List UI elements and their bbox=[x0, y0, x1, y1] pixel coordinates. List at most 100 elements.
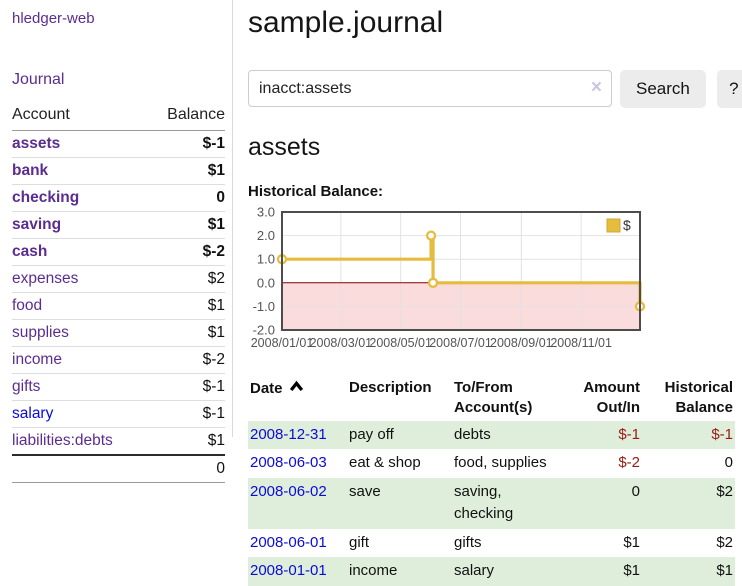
account-row: liabilities:debts $1 bbox=[12, 427, 225, 456]
account-row: gifts $-1 bbox=[12, 373, 225, 401]
account-balance: $-1 bbox=[147, 400, 225, 428]
account-cell: gifts bbox=[12, 373, 148, 401]
transaction-amount: 0 bbox=[631, 483, 640, 500]
chart-canvas: $3.0 2.0 1.0 0.0 -1.0 -2.02008/01/012008/03/0… bbox=[251, 205, 646, 350]
transaction-accounts: food, supplies bbox=[454, 454, 547, 472]
help-button[interactable]: ? bbox=[716, 70, 742, 108]
account-link[interactable]: checking bbox=[12, 189, 80, 206]
brand-link[interactable]: hledger-web bbox=[12, 10, 95, 27]
transaction-description: pay off bbox=[349, 425, 394, 443]
svg-text:2008/11/01: 2008/11/01 bbox=[550, 336, 612, 350]
account-link[interactable]: liabilities:debts bbox=[12, 432, 113, 449]
account-row: bank $1 bbox=[12, 157, 225, 185]
account-link[interactable]: saving bbox=[12, 216, 62, 233]
account-link[interactable]: expenses bbox=[12, 270, 79, 287]
transaction-accounts: salary bbox=[454, 562, 495, 580]
sort-asc-icon bbox=[289, 378, 304, 398]
account-cell: saving bbox=[12, 211, 148, 239]
accounts-header-row: Account Balance bbox=[12, 104, 225, 131]
account-cell: liabilities:debts bbox=[12, 427, 148, 456]
account-row: cash $-2 bbox=[12, 238, 225, 266]
register-table: Date Description To/From Account(s) Amount … bbox=[248, 376, 735, 586]
transaction-description: gift bbox=[349, 533, 370, 551]
svg-text:3.0: 3.0 bbox=[257, 207, 275, 220]
svg-text:2008/07/01: 2008/07/01 bbox=[429, 336, 492, 350]
search-input[interactable] bbox=[248, 70, 612, 107]
historical-balance-chart: $3.0 2.0 1.0 0.0 -1.0 -2.0 2008/01/01 2008/03/0… bbox=[248, 205, 742, 361]
account-link[interactable]: supplies bbox=[12, 324, 69, 341]
account-link[interactable]: cash bbox=[12, 243, 48, 260]
account-row: food $1 bbox=[12, 292, 225, 320]
transaction-balance: 0 bbox=[724, 454, 733, 472]
data-point-marker bbox=[425, 230, 437, 241]
transaction-row: 2008-06-03 eat & shop food, supplies $-2 0 bbox=[248, 449, 735, 478]
svg-text:2008/05/01: 2008/05/01 bbox=[369, 336, 432, 350]
account-row: supplies $1 bbox=[12, 319, 225, 347]
transaction-row: 2008-01-01 income salary $1 $1 bbox=[248, 557, 735, 586]
legend-swatch bbox=[606, 218, 621, 233]
register-header-row: Date Description To/From Account(s) Amount … bbox=[248, 376, 735, 421]
account-heading: assets bbox=[248, 133, 321, 161]
search-form: × Search ? bbox=[248, 70, 742, 108]
transaction-date-link[interactable]: 2008-06-03 bbox=[250, 454, 327, 472]
transaction-balance: $2 bbox=[716, 483, 733, 500]
transaction-description: income bbox=[349, 562, 398, 580]
transaction-description: save bbox=[349, 483, 381, 500]
sidebar: hledger-web Journal Account Balance asse… bbox=[0, 0, 233, 582]
svg-text:2.0: 2.0 bbox=[257, 228, 275, 243]
account-row: income $-2 bbox=[12, 346, 225, 374]
transaction-date-cell: 2008-01-01 bbox=[248, 557, 345, 586]
transaction-date-link[interactable]: 2008-12-31 bbox=[250, 425, 327, 443]
plot-border bbox=[281, 211, 641, 331]
svg-text:-2.0: -2.0 bbox=[253, 323, 275, 338]
transaction-amount: $1 bbox=[623, 533, 640, 551]
svg-text:-1.0: -1.0 bbox=[253, 299, 275, 314]
account-balance: $-1 bbox=[147, 130, 225, 158]
transaction-amount: $1 bbox=[623, 562, 640, 580]
legend-label: $ bbox=[623, 217, 631, 233]
transaction-description: eat & shop bbox=[349, 454, 421, 472]
account-balance: $1 bbox=[147, 157, 225, 185]
account-balance: $1 bbox=[147, 211, 225, 239]
transaction-accounts: gifts bbox=[454, 533, 482, 551]
account-link[interactable]: assets bbox=[12, 135, 61, 152]
clear-search-icon[interactable]: × bbox=[590, 77, 602, 98]
transaction-row: 2008-06-02 save saving, checking 0 $2 bbox=[248, 478, 735, 529]
transaction-date-cell: 2008-06-03 bbox=[248, 449, 345, 478]
register-column-header: To/From Account(s) bbox=[454, 379, 533, 417]
page-title: sample.journal bbox=[248, 6, 444, 39]
transaction-date-link[interactable]: 2008-01-01 bbox=[250, 562, 327, 580]
transaction-date-cell: 2008-06-02 bbox=[248, 478, 345, 529]
account-link[interactable]: income bbox=[12, 351, 62, 368]
register-column-header: Date bbox=[248, 376, 345, 421]
transaction-date-cell: 2008-06-01 bbox=[248, 529, 345, 558]
account-link[interactable]: bank bbox=[12, 162, 49, 179]
register-column-header: Description bbox=[349, 379, 432, 396]
account-cell: checking bbox=[12, 184, 148, 212]
transaction-row: 2008-12-31 pay off debts $-1 $-1 bbox=[248, 420, 735, 450]
register-column-header: Amount Out/In bbox=[583, 379, 640, 417]
search-input-wrap: × bbox=[248, 70, 612, 108]
svg-text:2008/03/01: 2008/03/01 bbox=[310, 336, 373, 350]
transaction-balance: $2 bbox=[716, 533, 733, 551]
account-cell: cash bbox=[12, 238, 148, 266]
transaction-row: 2008-06-01 gift gifts $1 $2 bbox=[248, 529, 735, 558]
transaction-date-link[interactable]: 2008-06-01 bbox=[250, 533, 327, 551]
account-row: expenses $2 bbox=[12, 265, 225, 293]
account-row: salary $-1 bbox=[12, 400, 225, 428]
account-link[interactable]: gifts bbox=[12, 378, 41, 395]
account-link[interactable]: salary bbox=[12, 405, 54, 422]
register-column-header: Historical Balance bbox=[664, 379, 733, 417]
sidebar-item-journal[interactable]: Journal bbox=[12, 71, 65, 88]
accounts-total-row: 0 bbox=[12, 454, 225, 483]
account-balance: $1 bbox=[147, 319, 225, 347]
data-point-marker bbox=[427, 277, 439, 288]
transaction-date-link[interactable]: 2008-06-02 bbox=[250, 483, 327, 500]
account-balance: $2 bbox=[147, 265, 225, 293]
account-link[interactable]: food bbox=[12, 297, 43, 314]
account-row: checking 0 bbox=[12, 184, 225, 212]
accounts-total: 0 bbox=[12, 454, 225, 483]
svg-text:2008/01/01: 2008/01/01 bbox=[251, 336, 314, 350]
search-button[interactable]: Search bbox=[620, 70, 706, 108]
